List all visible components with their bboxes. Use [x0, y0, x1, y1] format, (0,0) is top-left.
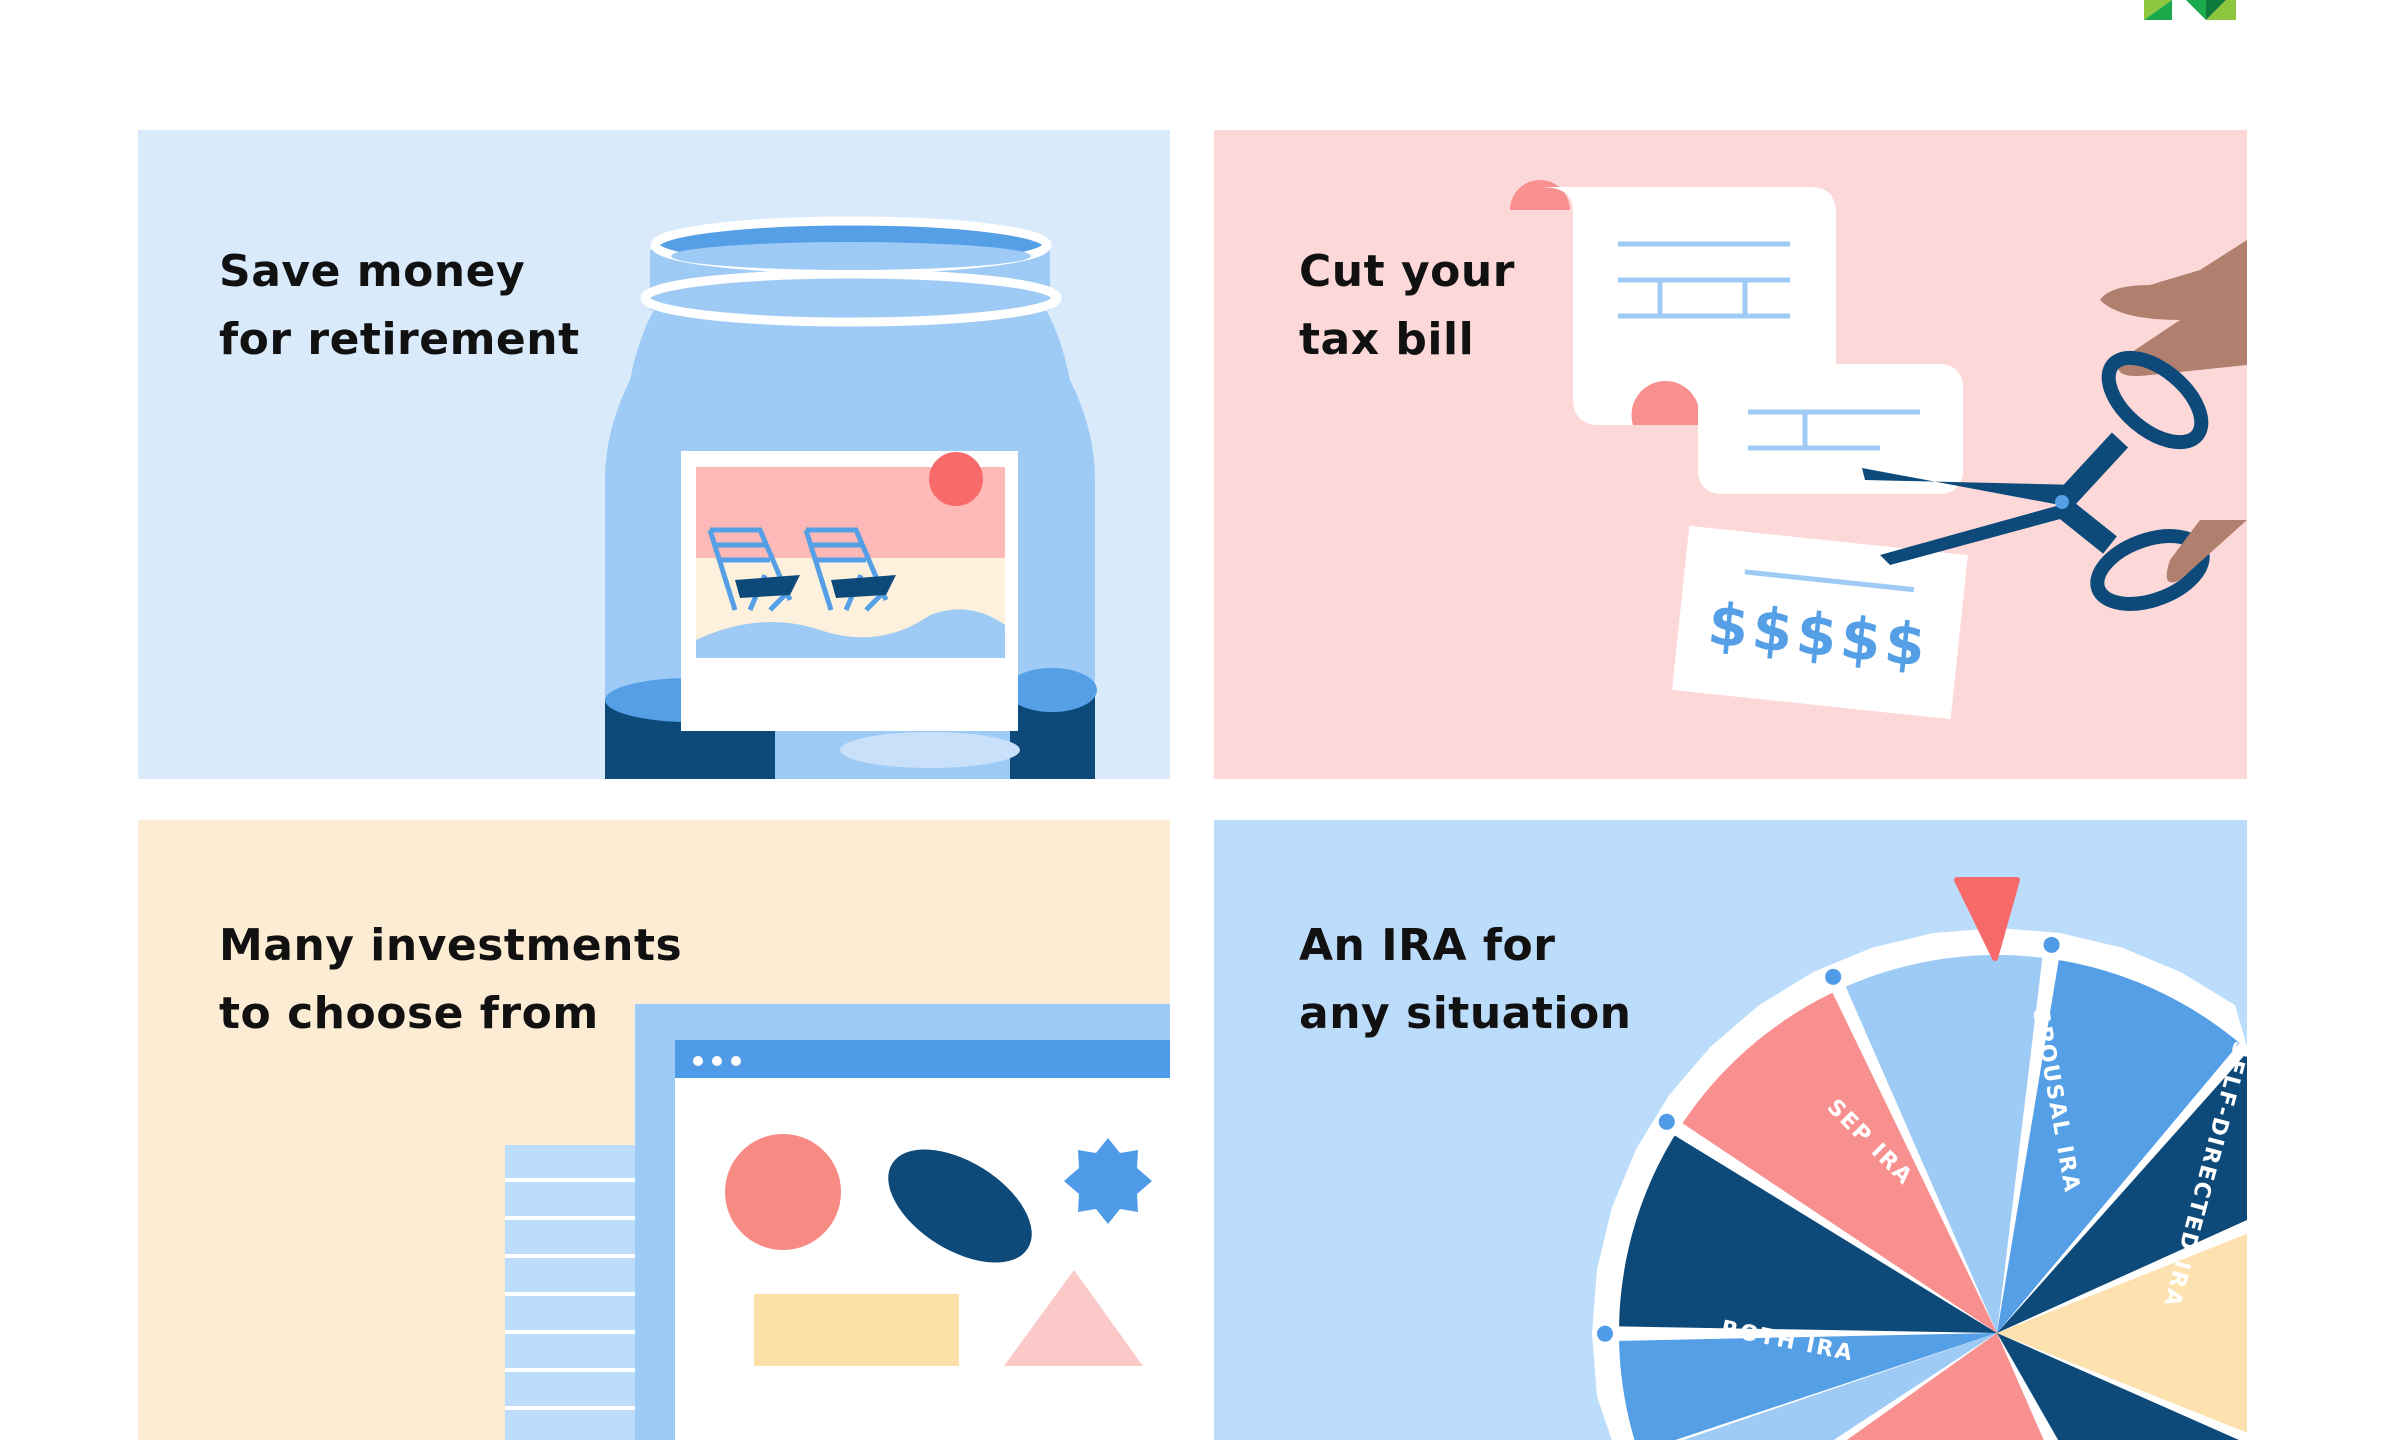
wheel-peg-icon [1658, 1113, 1675, 1130]
title-line: Cut your [1299, 246, 1515, 297]
title-line: Save money [219, 246, 526, 297]
wheel-segment-seg [1846, 1333, 2044, 1440]
title-line: to choose from [219, 988, 599, 1039]
savings-jar-icon [605, 216, 1097, 779]
wheel-peg-icon [1597, 1325, 1614, 1342]
title-cut-tax: Cut your tax bill [1299, 238, 1515, 374]
wheel-segment-seg [1683, 1333, 1997, 1440]
wheel-segment-spousal [1845, 955, 2043, 1333]
scissors-cutting-receipt-icon: $$$$$ [1510, 180, 2247, 720]
wheel-peg-icon [2043, 936, 2060, 953]
title-line: any situation [1299, 988, 1632, 1039]
title-line: Many investments [219, 920, 683, 971]
browser-window-shapes-icon [505, 1004, 1170, 1440]
wheel-segment-self-directed [1997, 1233, 2247, 1433]
wheel-peg-icon [1825, 968, 1842, 985]
green-chevron-logo-icon [2144, 0, 2236, 20]
wheel-segment-roth [1619, 1135, 1997, 1333]
title-ira-situation: An IRA for any situation [1299, 912, 1632, 1048]
title-save-money: Save money for retirement [219, 238, 580, 374]
wheel-pointer-icon [1954, 877, 2020, 961]
title-line: tax bill [1299, 314, 1475, 365]
wheel-segment-sep [1682, 992, 1997, 1333]
title-line: for retirement [219, 314, 580, 365]
wheel-segment-seg [1997, 1333, 2239, 1440]
wheel-segment-blue [1619, 1333, 1997, 1440]
wheel-segment-navy [1997, 1052, 2247, 1333]
prize-wheel-icon: SPOUSAL IRA SEP IRA ROTH IRA SELF-DIRECT… [1592, 877, 2247, 1440]
title-line: An IRA for [1299, 920, 1556, 971]
title-many-investments: Many investments to choose from [219, 912, 682, 1048]
wheel-segment-blue [1997, 960, 2240, 1333]
